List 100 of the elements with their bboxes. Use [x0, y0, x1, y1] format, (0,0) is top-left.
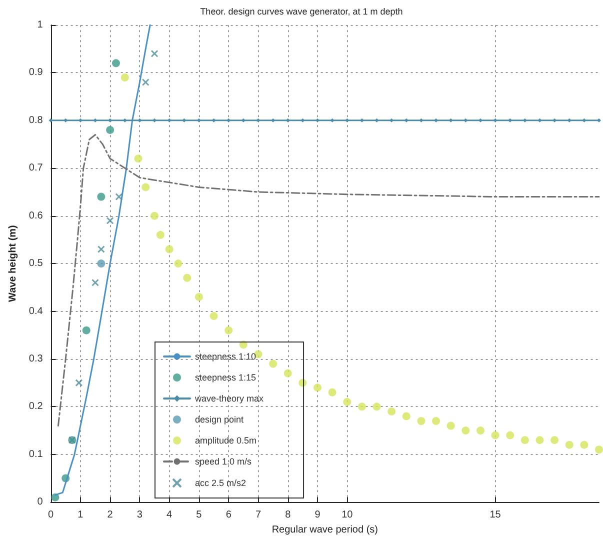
point: [51, 493, 60, 502]
point: [388, 407, 396, 416]
point: [115, 193, 123, 201]
y-tick-label: 0: [37, 496, 44, 508]
point: [142, 183, 150, 192]
point: [402, 412, 410, 420]
point: [536, 436, 544, 444]
point: [446, 422, 455, 430]
x-tick-label: 4: [166, 510, 173, 521]
legend-label: design point: [195, 414, 244, 424]
point: [64, 118, 68, 122]
point: [520, 436, 529, 444]
x-tick-label: 8: [285, 510, 292, 521]
y-tick-label: 0.7: [28, 162, 44, 174]
point: [75, 379, 83, 387]
point: [156, 230, 164, 239]
point: [284, 369, 292, 378]
point: [142, 78, 150, 86]
point: [567, 118, 572, 122]
point: [97, 260, 106, 268]
point: [330, 118, 334, 122]
point: [134, 154, 142, 163]
point: [372, 402, 381, 411]
point: [300, 118, 305, 122]
point: [582, 118, 586, 122]
legend-label: speed 1.0 m/s: [195, 456, 252, 466]
y-tick-label: 0.3: [28, 353, 44, 364]
point: [345, 118, 350, 122]
point: [256, 118, 260, 122]
point: [328, 388, 336, 396]
line-series: [57, 134, 600, 427]
legend-label: amplitude 0.5m: [195, 436, 257, 446]
legend-label: steepness 1:15: [195, 372, 256, 382]
x-tick-label: 7: [255, 510, 262, 521]
point: [138, 118, 142, 122]
x-tick-label: 0: [48, 510, 54, 521]
legend-label: wave-theory max: [194, 394, 264, 404]
point: [462, 426, 470, 435]
point: [97, 245, 105, 253]
point: [210, 312, 218, 320]
x-tick-label: 1: [78, 510, 84, 521]
x-axis-title: Regular wave period (s): [272, 524, 378, 536]
point: [97, 192, 106, 201]
point: [106, 126, 114, 134]
point: [491, 431, 500, 440]
point: [538, 118, 542, 122]
y-tick-label: 1: [37, 20, 44, 30]
point: [432, 416, 440, 425]
point: [224, 326, 233, 334]
point: [417, 416, 426, 425]
y-tick-label: 0.6: [28, 210, 44, 222]
point: [374, 118, 379, 122]
point: [167, 118, 172, 122]
point: [182, 118, 186, 122]
point: [493, 118, 498, 122]
point: [93, 118, 98, 122]
point: [550, 436, 559, 444]
point: [448, 118, 453, 122]
y-tick-label: 0.8: [28, 114, 44, 126]
x-tick-label: 6: [226, 510, 232, 521]
point: [404, 118, 408, 122]
y-tick-label: 0.9: [28, 67, 44, 78]
point: [419, 118, 424, 122]
y-tick-label: 0.2: [28, 401, 44, 412]
point: [150, 212, 159, 220]
x-tick-label: 2: [107, 510, 114, 521]
point: [476, 426, 484, 435]
point: [82, 326, 90, 334]
x-tick-label: 15: [490, 510, 502, 521]
point: [358, 402, 366, 411]
point: [343, 398, 352, 406]
point: [92, 278, 99, 286]
y-tick-label: 0.4: [28, 306, 44, 317]
point: [165, 245, 174, 254]
legend-label: acc 2.5 m/s2: [195, 478, 246, 488]
point: [595, 446, 603, 454]
x-tick-label: 3: [136, 510, 143, 521]
point: [286, 118, 290, 122]
point: [106, 216, 114, 224]
point: [314, 384, 322, 392]
x-tick-label: 9: [314, 510, 321, 521]
point: [183, 274, 192, 282]
y-tick-label: 0.1: [28, 448, 44, 460]
chart-title: Theor. design curves wave generator, at 1 m depth: [200, 6, 403, 16]
legend-label: steepness 1:10: [195, 352, 256, 362]
point: [48, 118, 53, 122]
point: [122, 118, 127, 122]
point: [150, 50, 158, 58]
point: [506, 431, 514, 440]
point: [597, 118, 601, 122]
point: [120, 73, 129, 82]
y-axis-title: Wave height (m): [8, 225, 18, 302]
x-tick-label: 10: [342, 510, 354, 521]
y-tick-label: 0.5: [28, 258, 44, 270]
point: [565, 440, 574, 449]
point: [269, 360, 278, 368]
point: [212, 118, 216, 122]
point: [112, 59, 120, 68]
point: [194, 292, 203, 301]
point: [174, 260, 182, 268]
